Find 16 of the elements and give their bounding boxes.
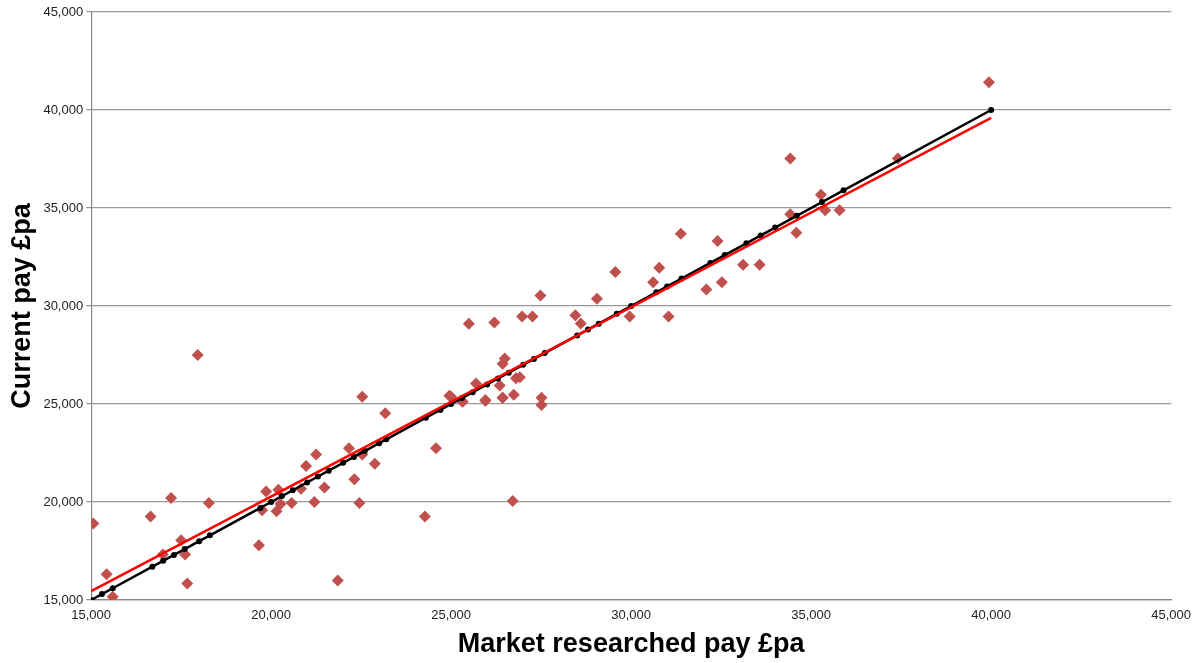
x-axis-title: Market researched pay £pa <box>457 628 806 659</box>
x-tick-label: 20,000 <box>251 607 292 623</box>
y-tick-label: 35,000 <box>43 199 84 215</box>
x-tick-label: 25,000 <box>431 607 472 623</box>
x-tick-label: 45,000 <box>1151 607 1191 623</box>
y-tick-label: 15,000 <box>43 591 84 607</box>
y-tick-label: 25,000 <box>43 395 84 411</box>
y-tick-label: 30,000 <box>43 297 84 313</box>
x-tick-label: 30,000 <box>611 607 652 623</box>
y-tick-label: 45,000 <box>43 3 84 19</box>
y-tick-label: 20,000 <box>43 493 84 509</box>
y-axis-title: Current pay £pa <box>5 202 36 409</box>
x-tick-label: 35,000 <box>791 607 832 623</box>
x-tick-label: 40,000 <box>971 607 1012 623</box>
x-tick-label: 15,000 <box>71 607 112 623</box>
y-tick-label: 40,000 <box>43 101 84 117</box>
